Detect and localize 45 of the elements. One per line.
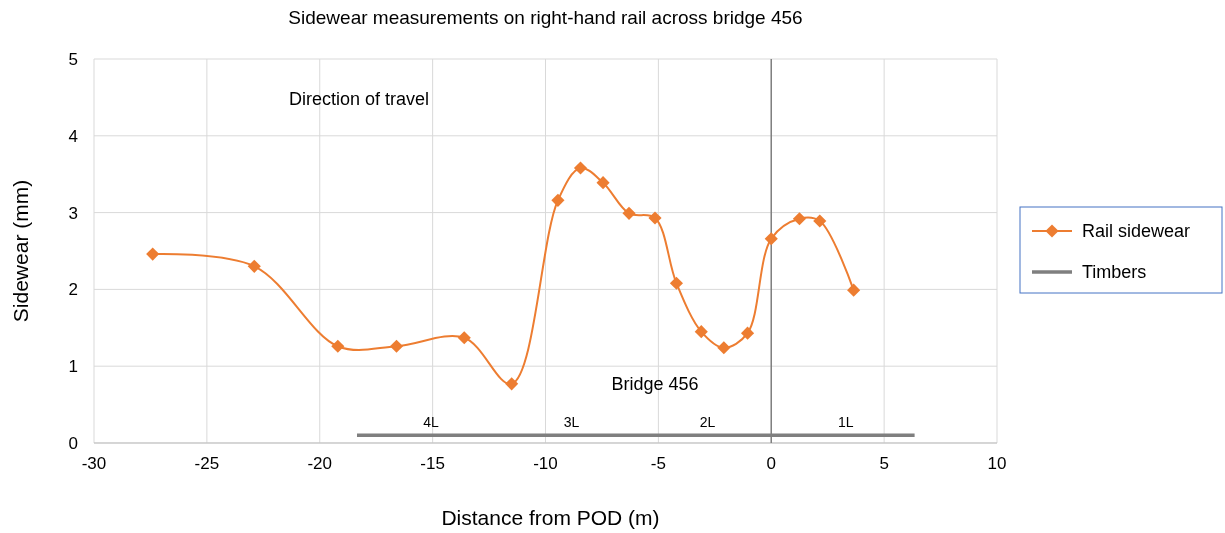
annotation: 3L bbox=[563, 414, 580, 430]
point bbox=[717, 341, 731, 355]
legend-label: Rail sidewear bbox=[1082, 221, 1191, 241]
x-tick-label: 5 bbox=[879, 454, 889, 473]
annotation: Direction of travel bbox=[288, 89, 430, 109]
point bbox=[457, 331, 471, 345]
y-tick-label: 2 bbox=[68, 280, 78, 300]
annotation: 4L bbox=[423, 414, 439, 430]
x-tick-label: 0 bbox=[766, 454, 776, 473]
point bbox=[740, 326, 755, 340]
y-tick-label: 1 bbox=[68, 357, 78, 377]
point bbox=[551, 193, 565, 207]
x-tick-label: -15 bbox=[420, 454, 445, 473]
y-axis-title: Sidewear (mm) bbox=[9, 179, 32, 323]
annotation: 2L bbox=[699, 414, 716, 430]
point bbox=[813, 214, 827, 228]
point bbox=[505, 377, 519, 391]
point bbox=[389, 339, 404, 353]
point bbox=[669, 276, 683, 290]
point bbox=[792, 212, 807, 226]
annotation: Bridge 456 bbox=[611, 374, 699, 394]
chart-title: Sidewear measurements on right-hand rail across bridge 456 bbox=[288, 7, 803, 28]
y-tick-label: 3 bbox=[68, 203, 78, 223]
point bbox=[648, 211, 662, 225]
x-tick-label: -5 bbox=[650, 454, 666, 473]
point bbox=[694, 325, 708, 339]
legend-label: Timbers bbox=[1082, 262, 1147, 282]
point bbox=[146, 247, 160, 261]
point bbox=[847, 283, 861, 297]
x-axis-title: Distance from POD (m) bbox=[441, 506, 660, 529]
point bbox=[622, 206, 636, 220]
x-tick-label: -25 bbox=[194, 454, 220, 473]
x-tick-label: -10 bbox=[533, 454, 558, 473]
point bbox=[596, 176, 610, 190]
y-tick-label: 0 bbox=[68, 434, 78, 453]
y-tick-label: 4 bbox=[68, 126, 78, 146]
y-tick-label: 5 bbox=[68, 50, 78, 69]
annotation: 1L bbox=[837, 414, 854, 430]
point bbox=[573, 161, 588, 175]
x-tick-label: -30 bbox=[81, 454, 107, 473]
point bbox=[764, 232, 778, 246]
point bbox=[247, 259, 261, 273]
point bbox=[331, 339, 345, 353]
x-tick-label: -20 bbox=[307, 454, 333, 473]
x-tick-label: 10 bbox=[987, 454, 1007, 473]
